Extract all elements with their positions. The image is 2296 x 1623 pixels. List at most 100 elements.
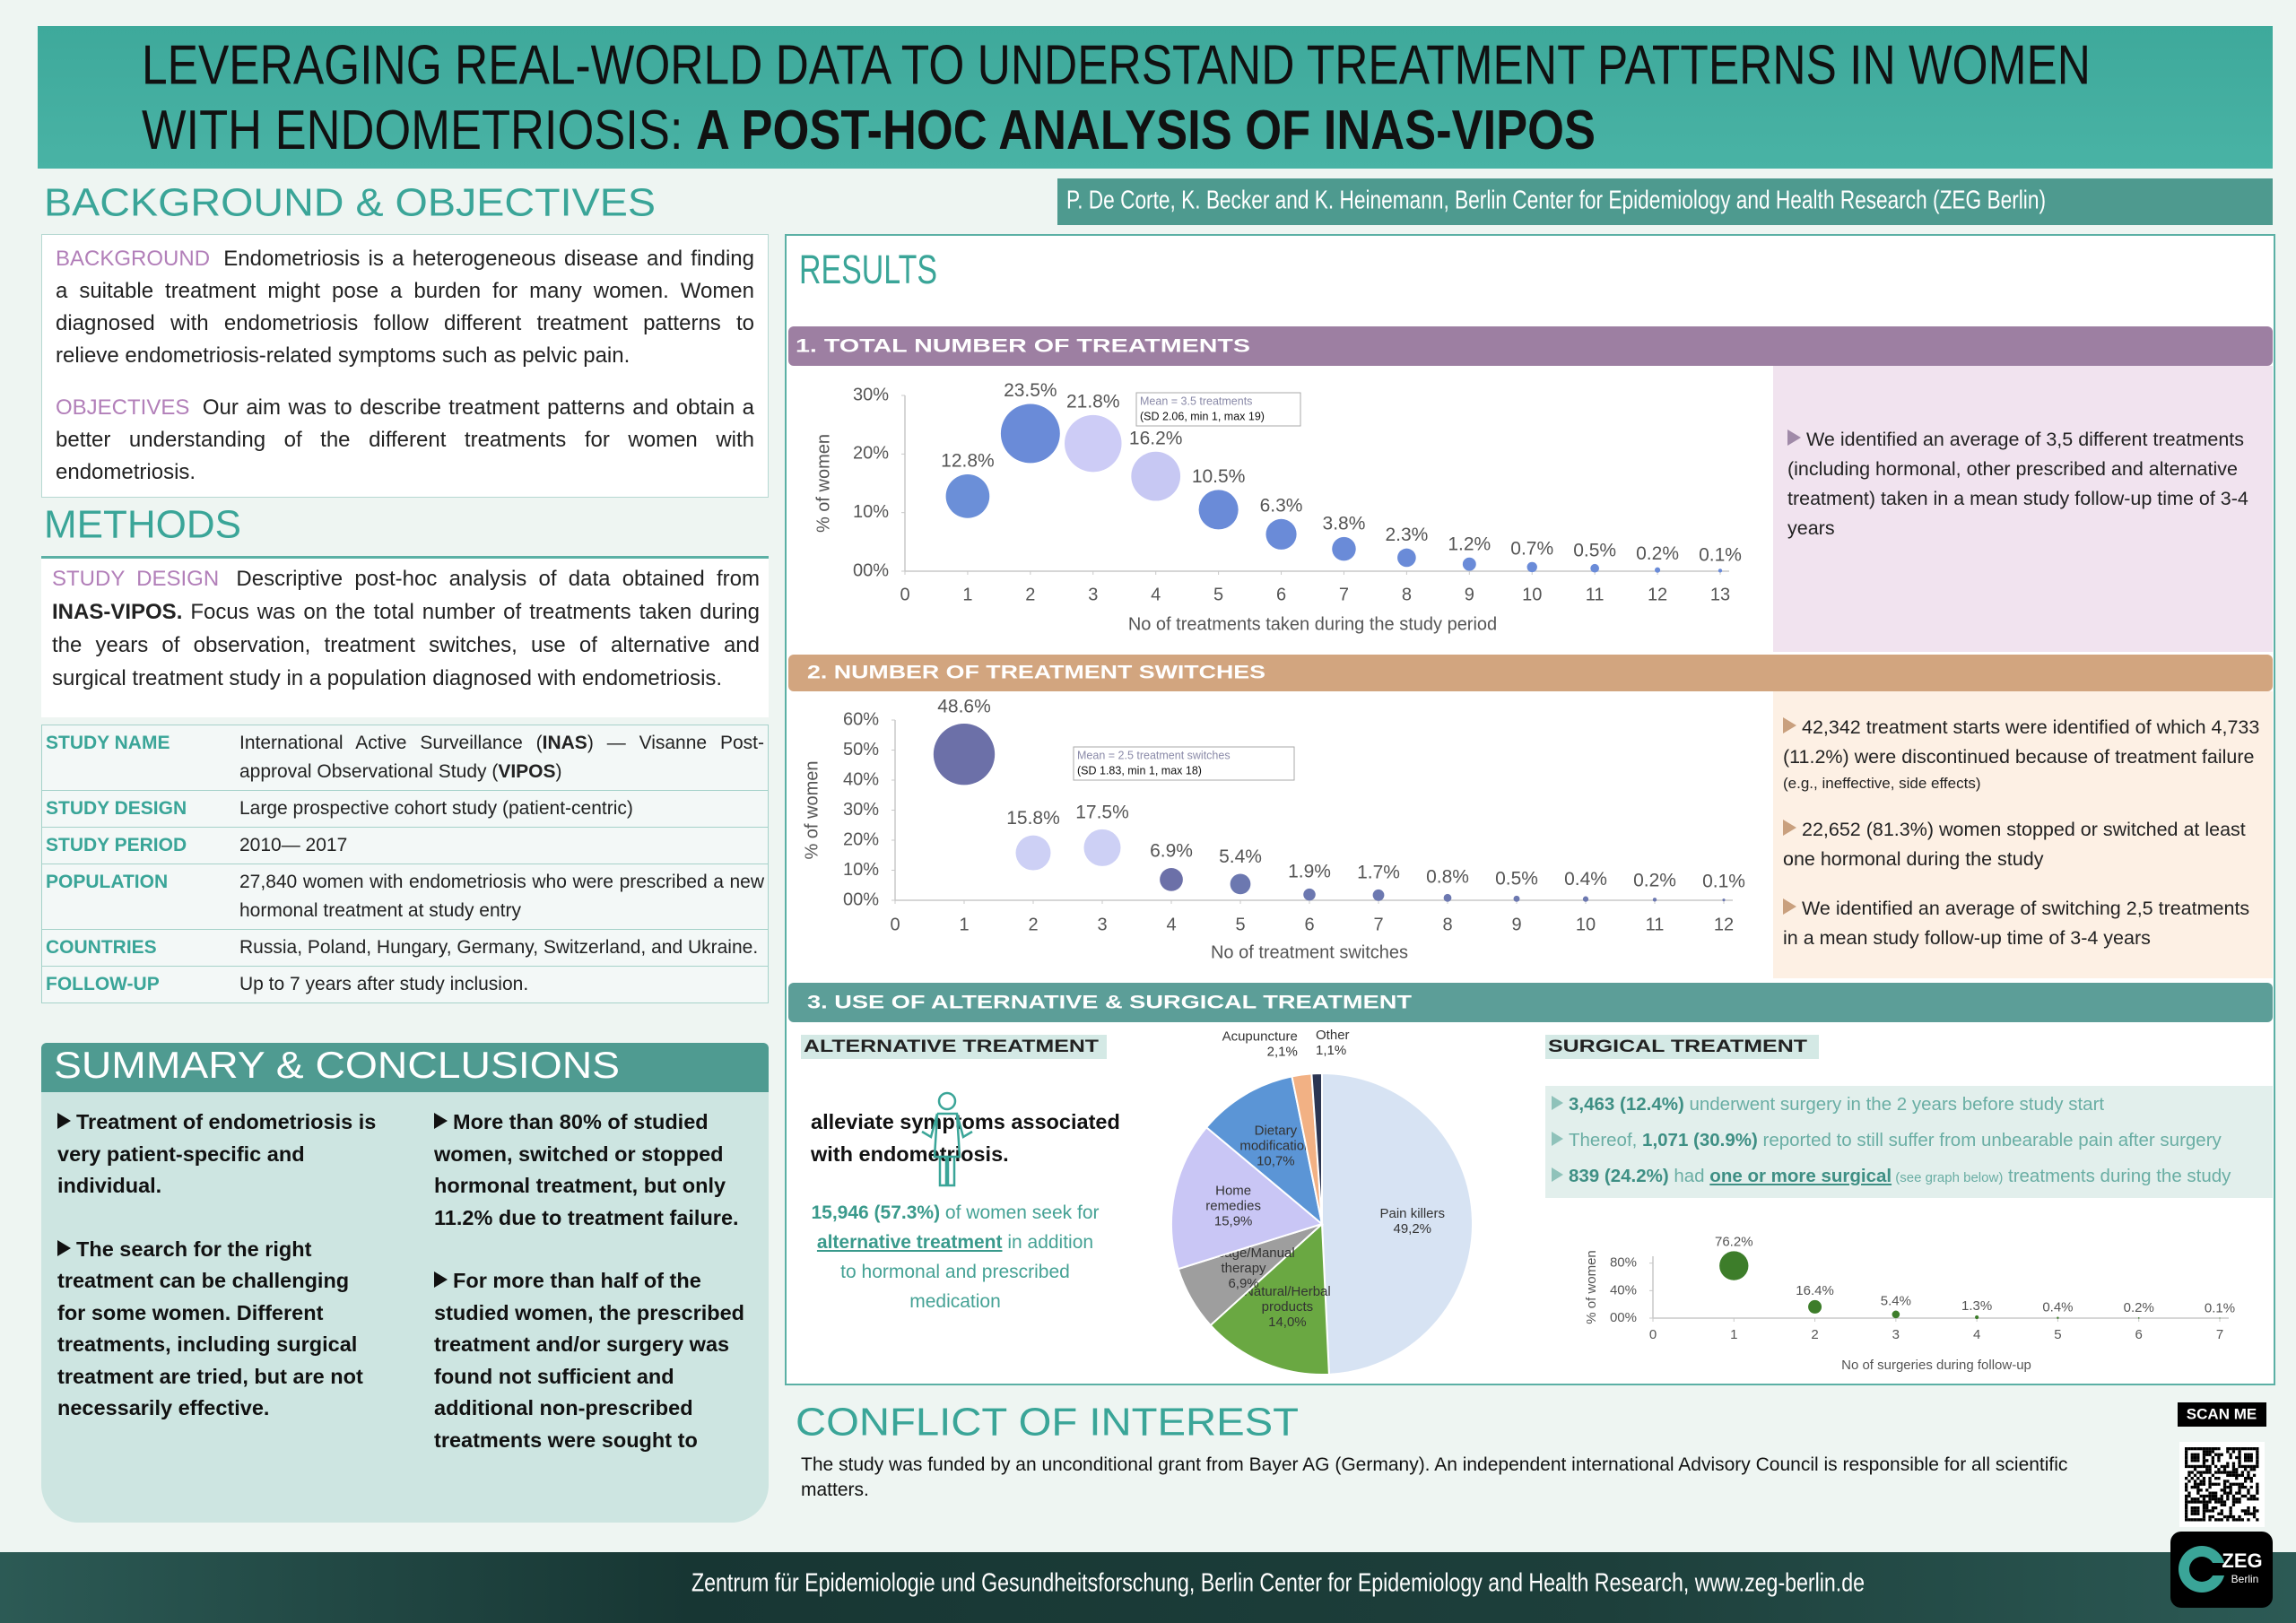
paragraph: Endometriosis is a heterogeneous disease…	[56, 247, 755, 368]
table-row: STUDY NAME International Active Surveilla…	[42, 725, 768, 791]
bullet	[1552, 1096, 1563, 1110]
summary-list: Treatment of endometriosis is very patie…	[57, 1107, 1120, 1510]
label-bg	[1545, 1035, 1819, 1059]
surgical-bullets: 3,463 (12.4%) underwent surgery in the 2…	[1552, 1087, 2273, 1196]
row-value: Up to 7 years after study inclusion.	[239, 970, 768, 999]
paragraph: Focus was on the total number of treatme…	[52, 600, 760, 690]
text-run: (see graph below)	[1892, 1170, 2004, 1185]
note-panel	[1773, 366, 2273, 652]
section-bar	[788, 326, 2273, 366]
methods-rule	[41, 556, 769, 559]
text-run: 1,071 (30.9%)	[1642, 1130, 1758, 1150]
row-text: )	[555, 761, 562, 782]
label: OBJECTIVES	[56, 395, 190, 420]
row-label: STUDY NAME	[46, 733, 170, 753]
label: STUDY DESIGN	[52, 567, 220, 591]
text-run: 3,463 (12.4%)	[1569, 1094, 1684, 1115]
row-text: Up to 7 years after study inclusion.	[239, 974, 529, 994]
bullet	[1552, 1167, 1563, 1182]
note: 42,342 treatment starts were identified …	[1783, 713, 2263, 795]
row-value: Large prospective cohort study (patient-…	[239, 794, 768, 823]
table-row: STUDY PERIOD 2010— 2017	[42, 828, 768, 864]
item-text: More than 80% of studied women, switched…	[434, 1110, 739, 1229]
summary-bar	[41, 1043, 769, 1092]
surgical-box	[1545, 1086, 2273, 1198]
row-label: FOLLOW-UP	[46, 974, 160, 994]
text-run: 15,946 (57.3%)	[811, 1202, 941, 1223]
surgical-bullet: Thereof, 1,071 (30.9%) reported to still…	[1552, 1123, 2273, 1159]
text-run: of women seek for	[940, 1202, 1100, 1223]
text-run: Thereof,	[1569, 1130, 1643, 1150]
section-heading: METHODS	[44, 503, 241, 547]
summary-item: More than 80% of studied women, switched…	[434, 1107, 757, 1234]
note-text: We identified an average of 3,5 differen…	[1787, 429, 2248, 539]
table-row: STUDY DESIGN Large prospective cohort stu…	[42, 791, 768, 828]
study-table: STUDY NAME International Active Surveilla…	[41, 725, 769, 1003]
bullet	[1783, 820, 1796, 836]
label: BACKGROUND	[56, 247, 211, 271]
text-run: had	[1668, 1166, 1710, 1186]
bullet	[1783, 898, 1796, 915]
bullet	[434, 1113, 448, 1129]
qr-bg	[2179, 1442, 2265, 1527]
note-text: 22,652 (81.3%) women stopped or switched…	[1783, 819, 2246, 870]
design-box	[41, 559, 769, 717]
row-text: Large prospective cohort study (patient-…	[239, 798, 633, 819]
row-text: 2010— 2017	[239, 835, 348, 855]
item-text: The search for the right treatment can b…	[57, 1237, 363, 1420]
notes: We identified an average of 3,5 differen…	[1787, 425, 2261, 563]
design-text: STUDY DESIGN Descriptive post-hoc analys…	[41, 562, 769, 695]
author-bar	[1057, 178, 2273, 225]
note-small: (e.g., ineffective, side effects)	[1783, 775, 1981, 792]
row-text: VIPOS	[498, 761, 556, 782]
note-text: We identified an average of switching 2,…	[1783, 898, 2250, 949]
row-text: INAS	[542, 733, 587, 753]
notes: 42,342 treatment starts were identified …	[1783, 713, 2263, 973]
note: We identified an average of switching 2,…	[1783, 894, 2263, 953]
summary-box	[41, 1092, 769, 1523]
bullet	[57, 1239, 71, 1256]
bold: INAS-VIPOS.	[52, 600, 183, 624]
text-run: 839 (24.2%)	[1569, 1166, 1669, 1186]
row-text: 27,840 women with endometriosis who were…	[239, 872, 764, 921]
bullet	[1552, 1132, 1563, 1146]
section-bar	[788, 655, 2273, 691]
scan-label-bg	[2178, 1402, 2266, 1427]
text-run: reported to still suffer from unbearable…	[1757, 1130, 2222, 1150]
row-value: 2010— 2017	[239, 831, 768, 860]
summary-item: Treatment of endometriosis is very patie…	[57, 1107, 380, 1202]
row-value: Russia, Poland, Hungary, Germany, Switze…	[239, 933, 768, 962]
row-value: International Active Surveillance (INAS)…	[239, 729, 768, 786]
note-panel	[1773, 691, 2273, 978]
row-text: Russia, Poland, Hungary, Germany, Switze…	[239, 937, 759, 958]
alternative-text: 15,946 (57.3%) of women seek for alterna…	[807, 1198, 1103, 1316]
text-run: one or more surgical	[1709, 1166, 1892, 1186]
text-run: in addition to hormonal and prescribed m…	[840, 1232, 1094, 1312]
conflict-text: The study was funded by an unconditional…	[801, 1454, 2068, 1500]
item-text: Treatment of endometriosis is very patie…	[57, 1110, 377, 1197]
note-text: 42,342 treatment starts were identified …	[1783, 716, 2260, 768]
note: We identified an average of 3,5 differen…	[1787, 425, 2261, 543]
table-row: FOLLOW-UP Up to 7 years after study inclu…	[42, 967, 768, 1003]
summary-item: For more than half of the studied women,…	[434, 1107, 1134, 1510]
table-row: POPULATION 27,840 women with endometriosi…	[42, 864, 768, 930]
section-heading: CONFLICT OF INTEREST	[796, 1401, 1299, 1445]
text-run: underwent surgery in the 2 years before …	[1683, 1094, 2105, 1115]
surgical-bullet: 3,463 (12.4%) underwent surgery in the 2…	[1552, 1087, 2273, 1123]
text-run: treatments during the study	[2003, 1166, 2231, 1186]
text-run: alternative treatment	[816, 1232, 1003, 1253]
section-heading: BACKGROUND & OBJECTIVES	[44, 181, 656, 225]
note: 22,652 (81.3%) women stopped or switched…	[1783, 815, 2263, 874]
label-bg	[801, 1035, 1107, 1059]
row-label: STUDY PERIOD	[46, 835, 187, 855]
item-text: For more than half of the studied women,…	[434, 1110, 1120, 1452]
background-text: BACKGROUND Endometriosis is a heterogene…	[41, 234, 769, 498]
background-box	[41, 234, 769, 498]
row-value: 27,840 women with endometriosis who were…	[239, 868, 768, 925]
bullet	[434, 1271, 448, 1288]
section-bar	[788, 983, 2273, 1022]
table-row: COUNTRIES Russia, Poland, Hungary, German…	[42, 930, 768, 967]
summary-item: The search for the right treatment can b…	[57, 1234, 380, 1425]
row-label: COUNTRIES	[46, 937, 157, 958]
